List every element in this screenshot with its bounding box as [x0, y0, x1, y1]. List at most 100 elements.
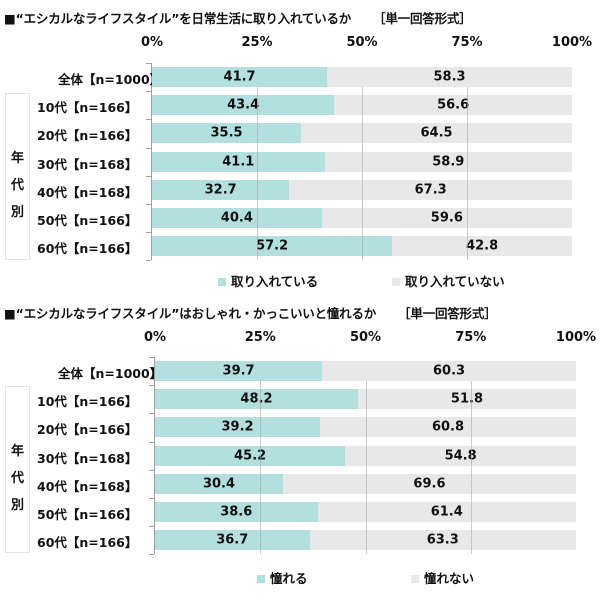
- data-label: 59.6: [430, 210, 463, 226]
- data-label: 45.2: [234, 448, 267, 464]
- data-label: 64.5: [420, 125, 453, 141]
- y-axis-tick: [146, 147, 151, 149]
- data-label: 35.5: [210, 125, 243, 141]
- category-label: 全体【n=1000】: [58, 72, 163, 87]
- bar-segment-yes: 30.4: [155, 473, 283, 494]
- category-label: 10代【n=166】: [37, 394, 138, 410]
- y-axis-tick: [149, 469, 154, 471]
- y-axis-tick: [149, 441, 154, 443]
- data-label: 57.2: [256, 238, 289, 254]
- bar-segment-no: 54.8: [345, 445, 576, 466]
- bar-segment-yes: 36.7: [155, 530, 310, 551]
- data-label: 30.4: [202, 476, 236, 492]
- data-label: 38.6: [220, 504, 253, 520]
- legend-swatch: [218, 277, 226, 286]
- data-label: 36.7: [216, 532, 249, 548]
- age-group-label-char: 別: [10, 204, 24, 220]
- bar-segment-no: 61.4: [317, 502, 576, 522]
- age-group-box: 年代別: [5, 386, 30, 553]
- data-label: 39.7: [222, 363, 255, 379]
- category-label: 50代【n=166】: [37, 213, 138, 228]
- y-axis-tick: [149, 526, 154, 528]
- category-label: 全体【n=1000】: [58, 366, 163, 381]
- chart-title: ■“エシカルなライフスタイル”を日常生活に取り入れているか ［単一回答形式］: [4, 8, 472, 27]
- bar-segment-no: 56.6: [334, 95, 572, 116]
- legend-item: 憧れる: [257, 568, 308, 587]
- legend-swatch: [392, 277, 400, 286]
- category-label: 20代【n=166】: [37, 128, 138, 144]
- gridline: [470, 381, 472, 555]
- y-axis-line: [151, 63, 152, 261]
- x-tick-label: 75%: [455, 330, 487, 345]
- data-label: 48.2: [240, 391, 273, 407]
- x-tick-label: 50%: [349, 330, 382, 345]
- age-group-label-char: 代: [10, 470, 24, 486]
- data-label: 61.4: [430, 504, 463, 520]
- bar-segment-no: 58.3: [327, 67, 572, 87]
- x-tick-label: 75%: [451, 35, 483, 50]
- category-label: 60代【n=166】: [37, 535, 138, 551]
- gridline: [260, 381, 262, 555]
- y-axis-tick: [146, 232, 151, 234]
- category-label: 50代【n=166】: [37, 507, 138, 522]
- bar-segment-yes: 39.2: [155, 417, 321, 438]
- x-tick-label: 100%: [551, 35, 593, 50]
- data-label: 67.3: [414, 182, 447, 198]
- y-axis-tick: [146, 119, 151, 121]
- data-label: 63.3: [426, 532, 459, 548]
- category-label: 30代【n=168】: [37, 450, 138, 466]
- data-label: 54.8: [444, 448, 477, 464]
- bar-segment-no: 51.8: [357, 389, 576, 410]
- bar-segment-yes: 43.4: [152, 95, 335, 116]
- gridline: [365, 381, 367, 555]
- gridline: [467, 87, 468, 261]
- bar-segment-yes: 38.6: [155, 502, 318, 522]
- bar-segment-no: 69.6: [282, 473, 576, 494]
- legend-item: 憧れない: [411, 568, 474, 587]
- age-group-label-char: 年: [10, 150, 24, 166]
- data-label: 40.4: [220, 210, 253, 226]
- category-label: 40代【n=168】: [37, 478, 138, 494]
- x-tick-label: 50%: [346, 35, 378, 50]
- y-axis-tick: [146, 91, 151, 93]
- bar-segment-no: 60.8: [320, 417, 576, 438]
- data-label: 60.3: [433, 363, 466, 379]
- data-label: 56.6: [437, 97, 470, 113]
- bar-segment-no: 64.5: [301, 123, 572, 144]
- x-tick-label: 100%: [555, 330, 597, 345]
- y-axis-line: [154, 357, 155, 555]
- legend-label: 憧れる: [270, 571, 308, 586]
- chart-title-text: ■“エシカルなライフスタイル”はおしゃれ・かっこいいと憧れるか: [4, 306, 377, 321]
- chart-admiration: ■“エシカルなライフスタイル”はおしゃれ・かっこいいと憧れるか ［単一回答形式］ 0…: [0, 295, 600, 600]
- category-label: 10代【n=166】: [37, 100, 138, 116]
- category-label: 20代【n=166】: [37, 422, 138, 438]
- legend-swatch: [411, 574, 419, 583]
- answer-format-note: ［単一回答形式］: [398, 306, 497, 321]
- x-tick-label: 0%: [140, 35, 164, 50]
- age-group-box: 年代別: [5, 93, 30, 260]
- bar-row: 39.7 60.3: [155, 361, 576, 381]
- bar-segment-yes: 40.4: [152, 208, 322, 228]
- chart-title-text: ■“エシカルなライフスタイル”を日常生活に取り入れているか: [4, 11, 352, 26]
- bar-segment-yes: 35.5: [152, 123, 302, 144]
- age-group-label-char: 代: [10, 177, 24, 193]
- y-axis-tick: [146, 260, 151, 262]
- y-axis-tick: [149, 385, 154, 387]
- x-tick-label: 0%: [143, 330, 167, 345]
- data-label: 58.9: [432, 154, 465, 170]
- data-label: 42.8: [466, 238, 499, 254]
- y-axis-tick: [149, 554, 154, 556]
- bar-segment-no: 42.8: [392, 236, 572, 257]
- chart-adoption: ■“エシカルなライフスタイル”を日常生活に取り入れているか ［単一回答形式］ 0% 2…: [0, 0, 600, 295]
- data-label: 43.4: [227, 97, 260, 113]
- bar-segment-no: 67.3: [289, 179, 572, 200]
- data-label: 41.7: [223, 69, 256, 85]
- category-label: 60代【n=166】: [37, 241, 138, 257]
- age-group-label-char: 別: [10, 497, 24, 513]
- gridline: [257, 87, 258, 261]
- x-tick-label: 25%: [244, 330, 276, 345]
- age-group-label-char: 年: [10, 443, 24, 459]
- gridline: [362, 87, 363, 261]
- data-label: 32.7: [204, 182, 237, 198]
- legend-label: 取り入れている: [231, 274, 319, 289]
